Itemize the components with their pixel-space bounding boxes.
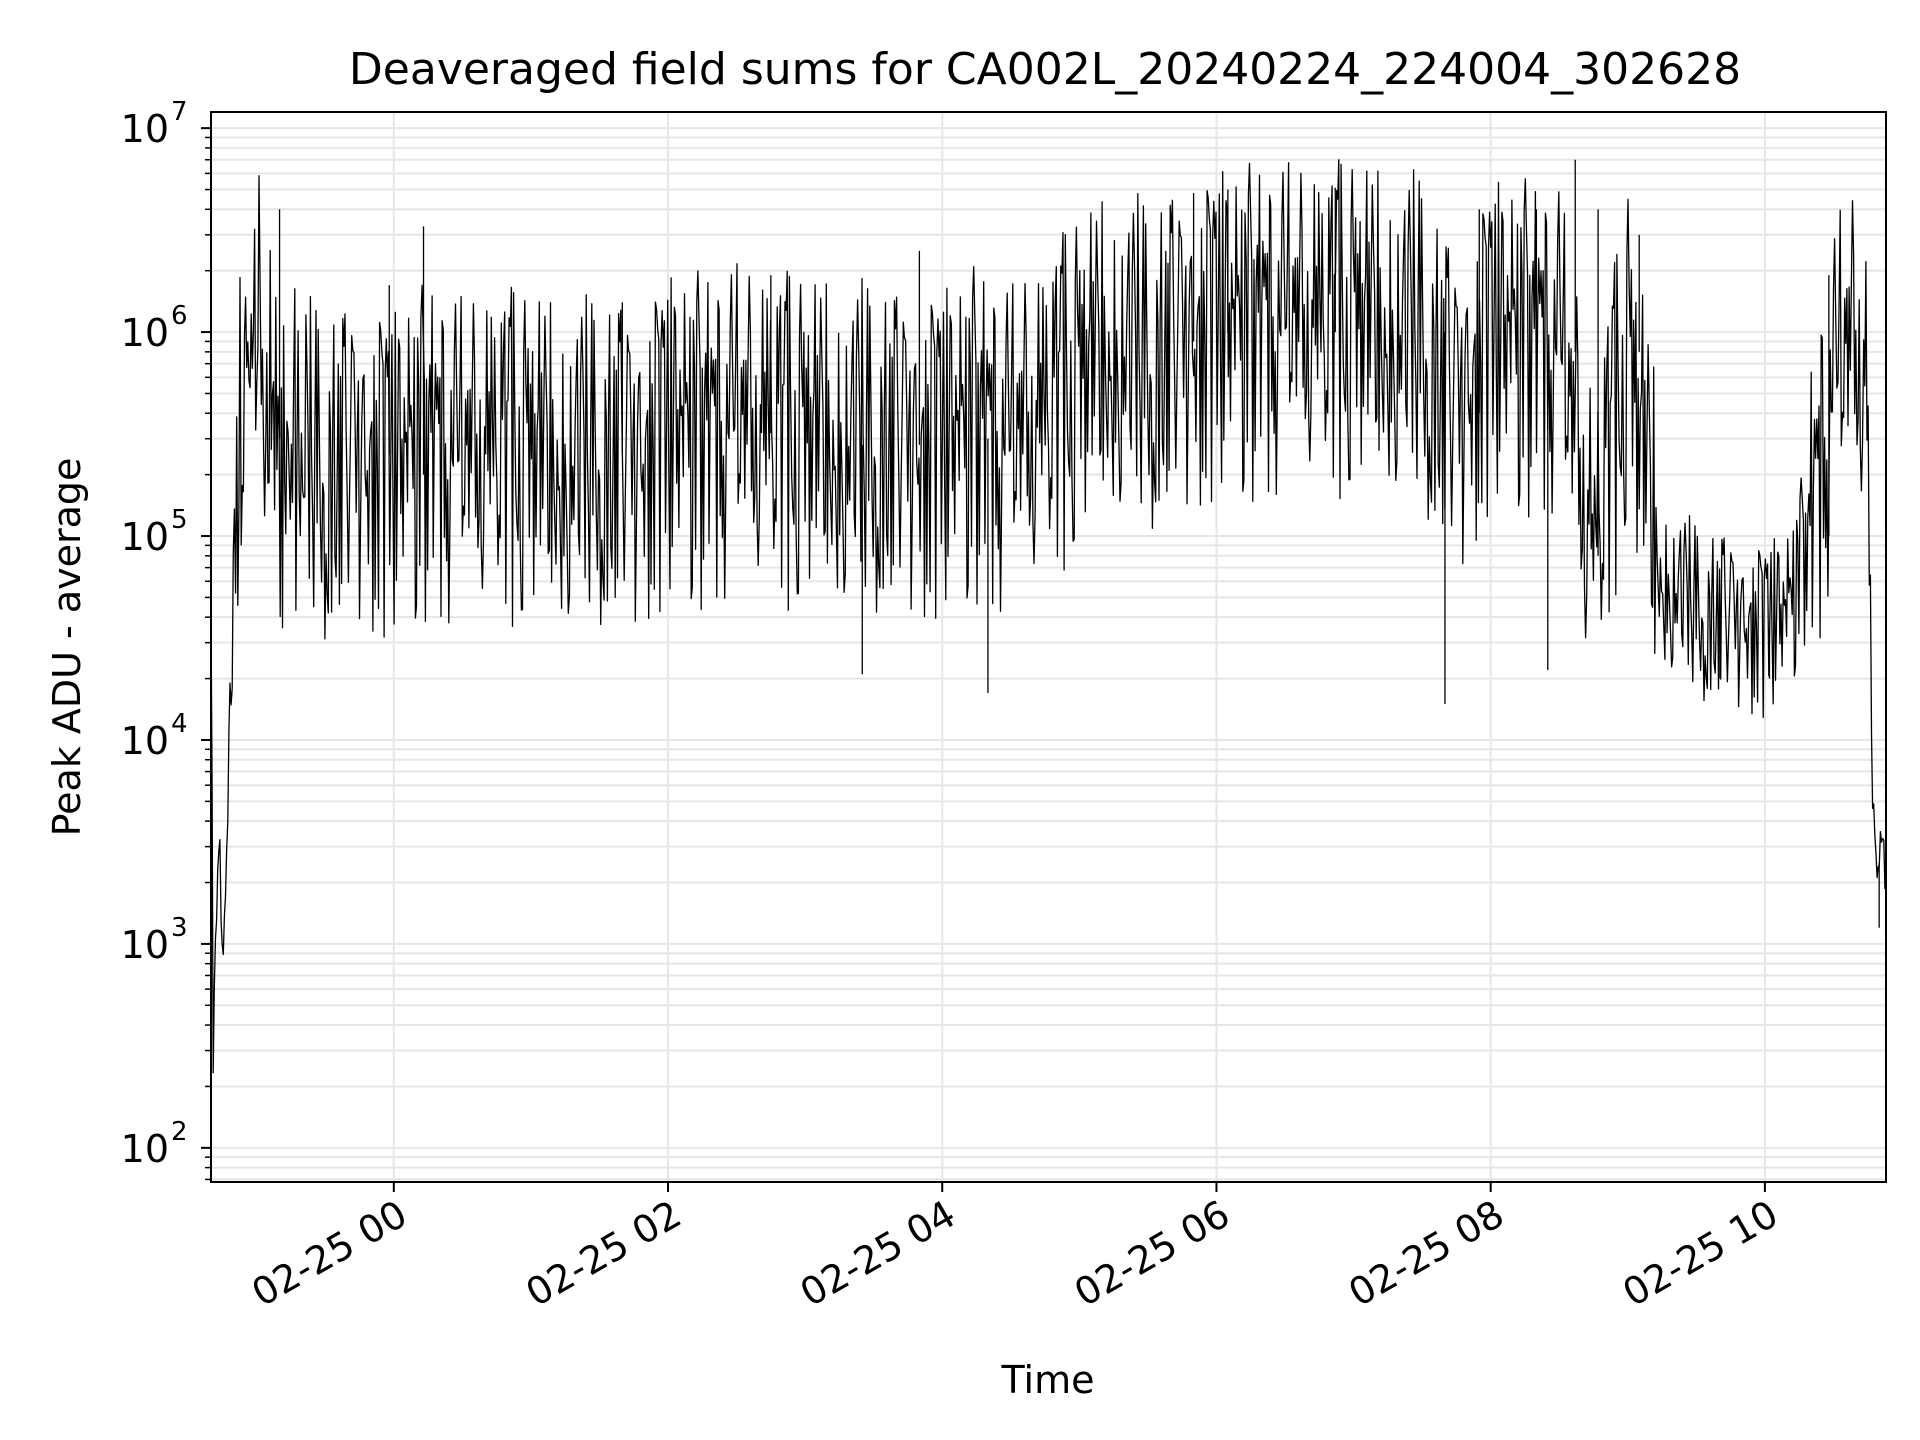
x-axis-label: Time: [1001, 1358, 1095, 1402]
y-axis-label: Peak ADU - average: [45, 458, 89, 837]
y-tick-exponent: 7: [171, 97, 188, 127]
series-layer: [210, 159, 1887, 1074]
chart-title: Deaveraged field sums for CA002L_2024022…: [349, 44, 1741, 95]
y-tick-exponent: 6: [171, 301, 188, 331]
grid-layer: [211, 112, 1886, 1182]
y-tick-label: 10: [121, 107, 169, 151]
y-tick-exponent: 2: [171, 1117, 188, 1147]
y-tick-exponent: 4: [171, 709, 188, 739]
y-tick-label: 10: [121, 923, 169, 967]
y-tick-label: 10: [121, 719, 169, 763]
y-tick-label: 10: [121, 311, 169, 355]
y-tick-exponent: 5: [171, 505, 188, 535]
y-tick-label: 10: [121, 515, 169, 559]
plot-frame: [210, 111, 1887, 1183]
y-tick-exponent: 3: [171, 913, 188, 943]
y-tick-label: 10: [121, 1127, 169, 1171]
series-line: [210, 159, 1887, 1074]
